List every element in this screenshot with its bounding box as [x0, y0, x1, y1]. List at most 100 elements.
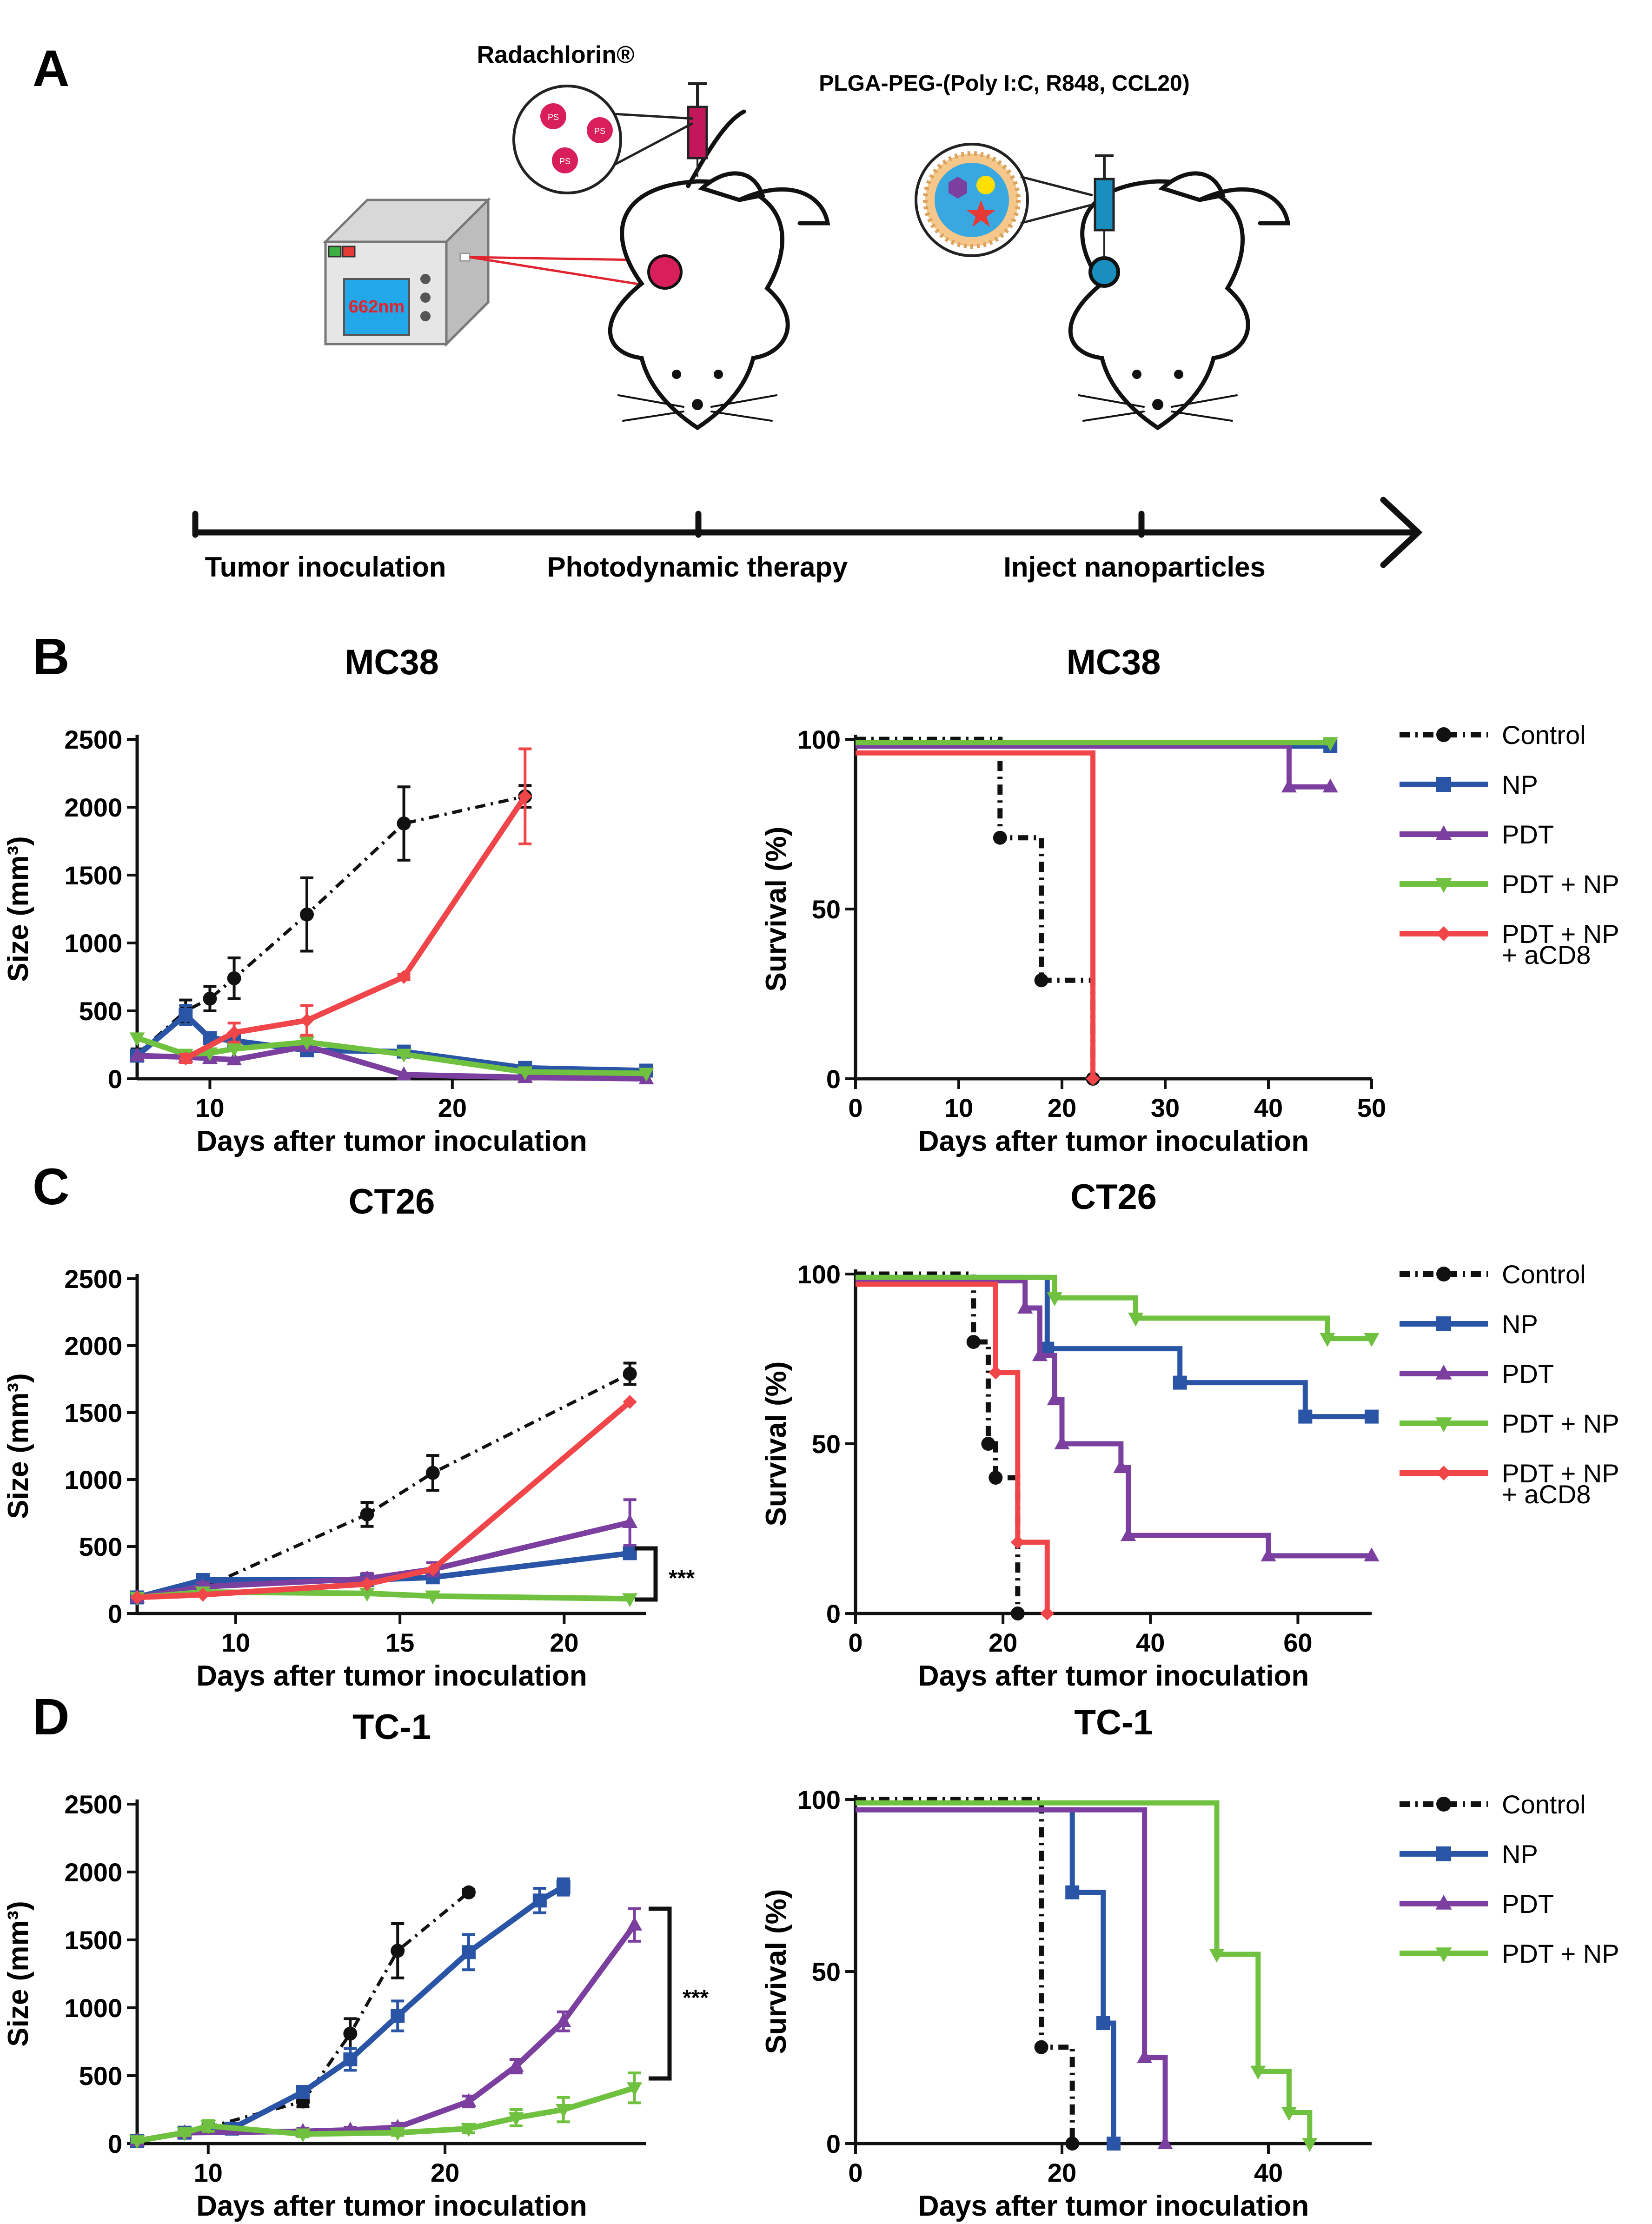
survival-point: [1128, 1312, 1144, 1327]
data-point: [299, 1036, 315, 1051]
survival-point: [993, 830, 1007, 845]
data-point: [200, 2120, 216, 2135]
data-point: [425, 1466, 440, 1480]
laser-device: 662nm: [322, 197, 491, 347]
series-line: [136, 1884, 565, 2144]
data-point: [396, 1066, 412, 1081]
series-pdt: [856, 1807, 1173, 2149]
data-point: [556, 1880, 571, 1894]
data-point: [556, 2013, 571, 2027]
y-tick-label: 100: [797, 1260, 841, 1289]
data-point: [177, 2127, 192, 2141]
x-tick-label: 40: [1254, 2158, 1283, 2187]
survival-point: [1137, 2049, 1153, 2063]
legend-label: NP: [1502, 1309, 1538, 1339]
legend-marker: [1436, 1846, 1451, 1861]
x-tick-label: 0: [848, 1093, 862, 1122]
x-tick-label: 20: [550, 1628, 578, 1657]
x-tick-label: 10: [194, 2158, 223, 2187]
y-tick-label: 100: [797, 1785, 841, 1814]
series-pdt-np-acd8: [130, 1394, 637, 1605]
timeline-arrow: [192, 497, 1423, 568]
chart-title: MC38: [1067, 643, 1161, 682]
laser-wavelength: 662nm: [349, 297, 405, 317]
legend-label: + aCD8: [1502, 1480, 1591, 1509]
series-control: [856, 737, 1100, 1086]
survival-point: [1032, 1347, 1048, 1361]
significance-label: ***: [683, 1986, 709, 2011]
y-axis-label: Size (mm³): [2, 1901, 34, 2046]
data-point: [518, 789, 532, 803]
x-tick-label: 10: [221, 1628, 250, 1657]
legend-marker: [1436, 926, 1451, 941]
data-point: [227, 971, 241, 985]
legend-label: NP: [1502, 770, 1538, 799]
y-axis-label: Survival (%): [760, 827, 792, 992]
survival-point: [1017, 1300, 1033, 1314]
x-tick-label: 20: [438, 1093, 467, 1122]
series-pdt-np: [129, 2071, 643, 2150]
survival-point: [1322, 778, 1338, 793]
significance-label: ***: [669, 1566, 695, 1591]
survival-point: [1054, 1435, 1070, 1449]
mouse-2: [1068, 171, 1291, 431]
y-tick-label: 0: [826, 2129, 841, 2158]
legend-label: Control: [1502, 720, 1586, 750]
panel-letter-a: A: [33, 40, 69, 97]
series-line: [137, 1400, 632, 1600]
survival-point: [1047, 1391, 1062, 1406]
series-control: [856, 1797, 1080, 2151]
data-point: [508, 2058, 524, 2072]
survival-point: [989, 1365, 1003, 1380]
series-pdt-np-acd8: [179, 747, 532, 1066]
tumor-2: [1088, 256, 1120, 288]
ps-label: PS: [548, 113, 559, 122]
series-line: [136, 795, 526, 1056]
y-tick-label: 50: [812, 1429, 841, 1459]
series-np: [130, 1877, 571, 2148]
data-point: [129, 2135, 145, 2150]
survival-point: [1209, 1949, 1225, 1963]
legend-label: PDT: [1502, 1889, 1554, 1919]
series-pdt-np-acd8: [856, 1281, 1055, 1620]
y-tick-label: 1000: [64, 929, 122, 958]
survival-point: [1157, 2135, 1173, 2149]
data-point: [360, 1577, 374, 1591]
data-point: [622, 1514, 638, 1528]
y-axis-label: Survival (%): [760, 1361, 792, 1527]
survival-point: [981, 1437, 995, 1451]
y-tick-label: 0: [826, 1064, 841, 1094]
x-tick-label: 10: [944, 1093, 973, 1122]
legend-label: NP: [1502, 1839, 1538, 1869]
series-np: [130, 1004, 653, 1078]
ps-label: PS: [594, 126, 605, 136]
data-point: [396, 1049, 412, 1063]
y-axis-label: Size (mm³): [2, 836, 34, 982]
y-tick-label: 100: [797, 725, 841, 754]
x-axis-label: Days after tumor inoculation: [918, 1660, 1309, 1692]
x-tick-label: 20: [989, 1628, 1017, 1657]
survival-point: [1010, 1607, 1025, 1620]
survival-point: [1364, 1547, 1380, 1561]
data-point: [462, 1945, 476, 1959]
data-point: [203, 991, 217, 1006]
survival-point: [1365, 1409, 1379, 1424]
series-line: [184, 795, 528, 1061]
survival-point: [1040, 1607, 1055, 1620]
legend-label: Control: [1502, 1260, 1586, 1289]
survival-point: [1034, 973, 1048, 988]
survival-point: [1047, 1292, 1062, 1307]
series-control: [130, 1361, 637, 1605]
survival-curve: [856, 1800, 1313, 2144]
data-point: [627, 1916, 643, 1931]
data-point: [623, 1546, 637, 1560]
data-point: [425, 1590, 441, 1605]
syringe-nanoparticle: [1094, 154, 1115, 258]
series-pdt-np: [856, 737, 1338, 751]
chart-title: TC-1: [352, 1707, 431, 1747]
data-point: [391, 2009, 405, 2023]
y-tick-label: 1000: [64, 1465, 122, 1494]
survival-point: [1173, 1375, 1187, 1390]
survival-curve: [856, 1807, 1168, 2144]
